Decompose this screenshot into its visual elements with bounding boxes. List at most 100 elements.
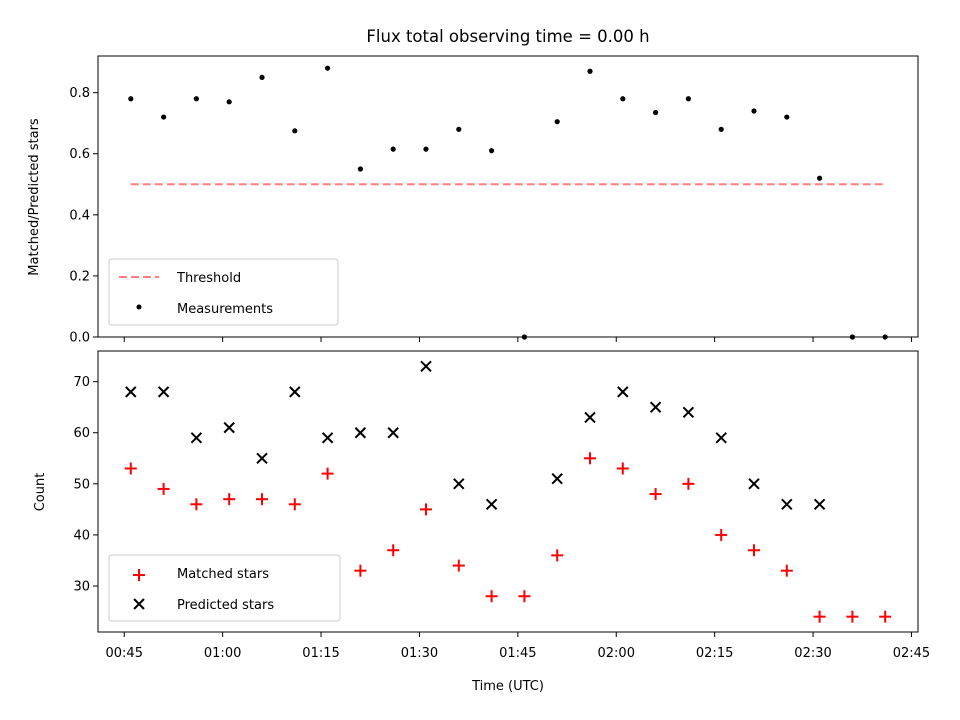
matched-stars-legend-label: Matched stars xyxy=(177,567,269,582)
measurement-point xyxy=(259,74,265,80)
measurement-point xyxy=(325,65,331,71)
count-y-tick-label: 60 xyxy=(73,426,90,441)
ratio-y-ticks: 0.0 0.2 0.4 0.6 0.8 xyxy=(69,86,98,346)
matched-star-point xyxy=(616,462,629,475)
measurement-point xyxy=(456,126,462,132)
measurement-point xyxy=(751,108,757,114)
count-y-tick-label: 50 xyxy=(73,477,90,492)
threshold-legend-label: Threshold xyxy=(176,271,241,286)
measurement-point xyxy=(226,99,232,105)
matched-star-point xyxy=(584,452,596,465)
measurement-point xyxy=(817,175,823,181)
predicted-star-point xyxy=(813,498,826,510)
x-tick-label: 01:00 xyxy=(204,646,241,661)
ratio-y-tick-label: 0.2 xyxy=(69,269,90,284)
count-axes-frame xyxy=(97,350,919,633)
matched-star-point xyxy=(649,488,662,501)
predicted-star-point xyxy=(387,427,399,439)
ratio-axes-frame xyxy=(97,55,919,338)
predicted-star-point xyxy=(354,427,367,439)
matched-star-point xyxy=(485,590,498,603)
x-tick-label: 01:45 xyxy=(499,646,536,661)
ratio-legend: Threshold Measurements xyxy=(108,258,339,326)
predicted-star-point xyxy=(748,478,760,490)
predicted-star-point xyxy=(256,452,268,464)
ratio-x-ticks xyxy=(123,337,912,342)
matched-star-point xyxy=(190,498,203,511)
ratio-y-tick-label: 0.8 xyxy=(69,86,90,101)
measurements-legend-swatch xyxy=(136,304,142,310)
predicted-star-point xyxy=(223,421,235,434)
matched-star-point xyxy=(420,503,432,516)
count-panel: 30 40 50 60 70 00:45 01:00 01:15 01:30 01:45 02:0… xyxy=(33,350,930,694)
count-legend: Matched stars Predicted stars xyxy=(108,554,341,622)
count-y-axis-label: Count xyxy=(33,473,48,512)
count-y-tick-label: 40 xyxy=(73,528,90,543)
matched-star-point xyxy=(288,498,301,511)
measurements-legend-label: Measurements xyxy=(177,302,273,317)
matched-star-point xyxy=(321,467,334,480)
matched-stars-legend-swatch xyxy=(133,569,145,581)
predicted-star-point xyxy=(715,432,727,444)
chart-title: Flux total observing time = 0.00 h xyxy=(366,27,649,46)
matched-star-point xyxy=(879,610,892,623)
matched-star-point xyxy=(124,462,137,475)
matched-star-point xyxy=(518,590,531,603)
measurement-point xyxy=(292,128,298,134)
measurement-point xyxy=(587,68,593,74)
matched-star-point xyxy=(551,549,564,562)
predicted-star-point xyxy=(289,386,301,398)
measurement-point xyxy=(489,148,495,154)
count-y-tick-label: 70 xyxy=(73,375,90,390)
ratio-y-tick-label: 0.6 xyxy=(69,147,90,162)
predicted-star-point xyxy=(157,386,170,398)
ratio-marks xyxy=(128,65,888,340)
predicted-star-point xyxy=(420,360,432,373)
measurement-point xyxy=(554,119,560,125)
matched-star-point xyxy=(452,559,465,572)
predicted-star-point xyxy=(781,498,793,510)
predicted-star-point xyxy=(682,406,695,419)
count-y-tick-label: 30 xyxy=(73,580,90,595)
ratio-y-axis-label: Matched/Predicted stars xyxy=(27,118,42,276)
matched-star-point xyxy=(748,544,760,557)
ratio-y-tick-label: 0.4 xyxy=(69,208,90,223)
x-tick-label: 02:00 xyxy=(598,646,635,661)
measurement-point xyxy=(357,166,363,172)
measurement-point xyxy=(653,109,659,116)
predicted-star-point xyxy=(584,411,596,424)
matched-star-point xyxy=(682,477,695,490)
ratio-y-tick-label: 0.0 xyxy=(69,331,90,346)
x-axis-label: Time (UTC) xyxy=(471,679,544,694)
predicted-star-point xyxy=(617,386,629,398)
x-tick-label: 02:45 xyxy=(893,646,930,661)
matched-star-point xyxy=(813,610,826,623)
predicted-star-point xyxy=(551,473,563,485)
count-legend-box xyxy=(108,554,341,622)
x-tick-label: 02:15 xyxy=(696,646,733,661)
matched-star-point xyxy=(157,482,170,495)
measurement-point xyxy=(161,114,167,120)
x-tick-label: 01:15 xyxy=(302,646,339,661)
matched-star-point xyxy=(223,493,236,506)
measurement-point xyxy=(784,114,790,120)
predicted-star-point xyxy=(190,432,203,444)
matched-star-point xyxy=(846,610,859,623)
measurement-point xyxy=(620,96,626,102)
matched-star-point xyxy=(780,564,793,577)
matched-star-point xyxy=(256,493,268,506)
measurement-point xyxy=(718,126,724,132)
predicted-star-point xyxy=(649,401,662,413)
matched-star-point xyxy=(387,544,400,557)
measurement-point xyxy=(128,96,134,102)
predicted-star-point xyxy=(321,432,334,444)
ratio-panel: 0.00.20.40.60.8 Matched/Predicted stars … xyxy=(27,55,919,346)
count-y-ticks: 30 40 50 60 70 xyxy=(73,375,98,595)
measurement-point xyxy=(193,96,199,102)
predicted-star-point xyxy=(485,498,498,510)
count-marks xyxy=(124,360,892,623)
matched-star-point xyxy=(354,564,367,577)
matched-star-point xyxy=(715,528,728,541)
predicted-star-point xyxy=(453,478,465,490)
